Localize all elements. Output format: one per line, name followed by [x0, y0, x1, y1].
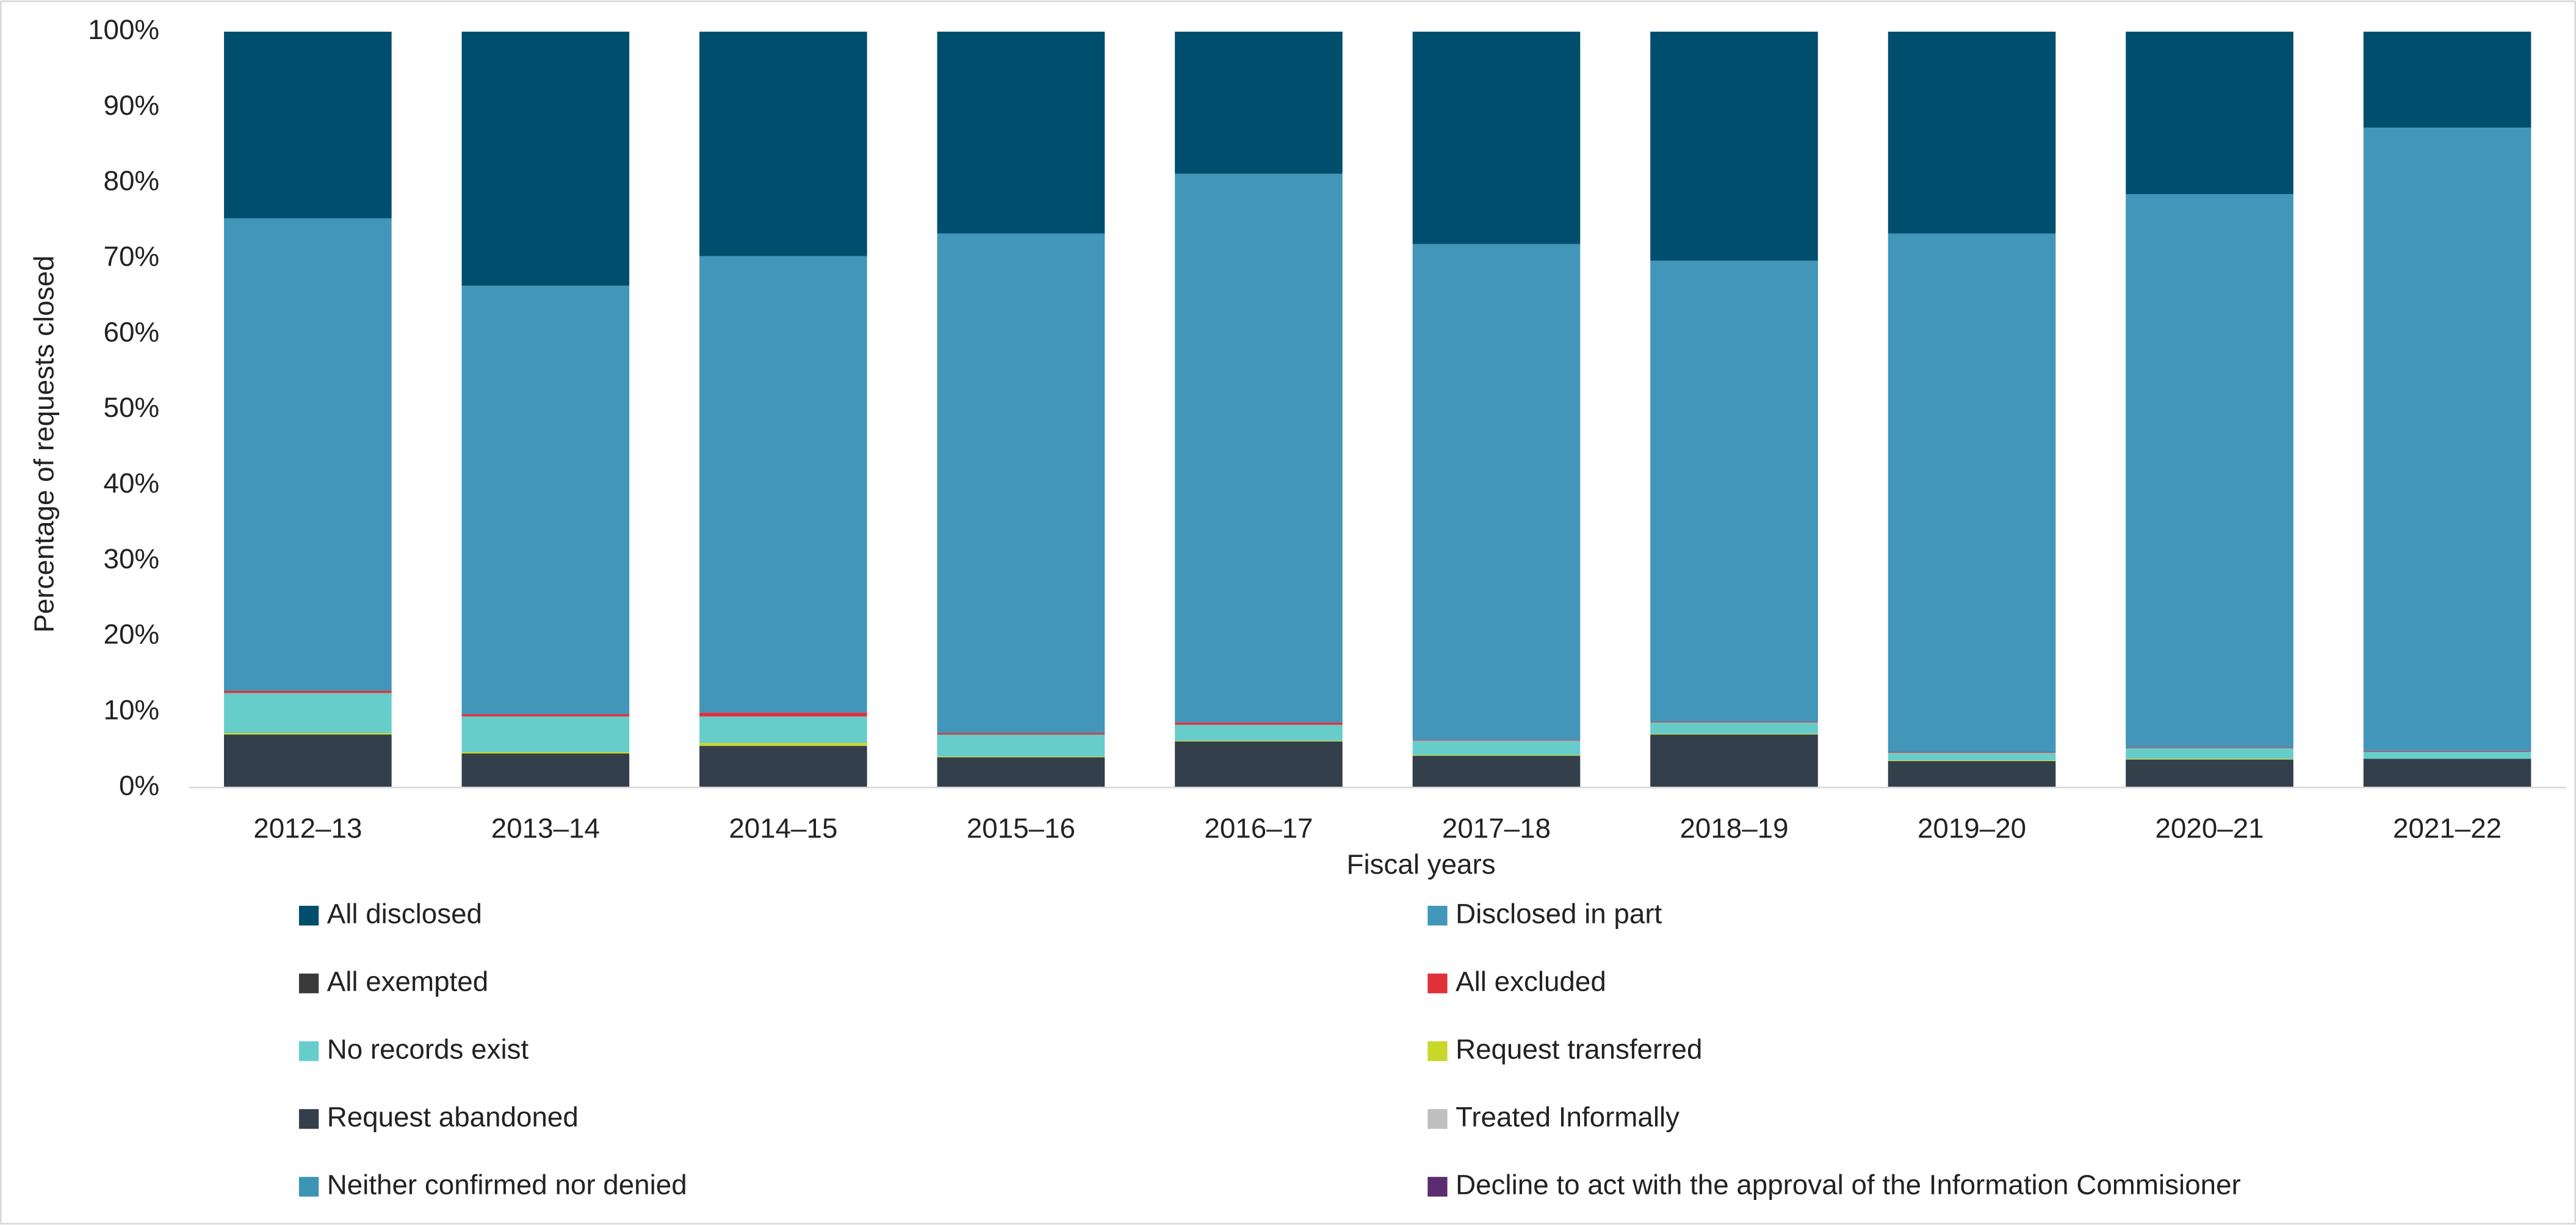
y-axis-title: Percentage of requests closed — [28, 256, 59, 633]
bar-segment — [1888, 761, 2056, 788]
legend-swatch — [298, 906, 319, 926]
legend-swatch — [1427, 906, 1448, 926]
legend-swatch — [1427, 1177, 1448, 1197]
bar-segment — [1175, 741, 1343, 788]
x-axis-title: Fiscal years — [1347, 849, 1496, 880]
bar-segment — [937, 756, 1105, 757]
legend-label: Decline to act with the approval of the … — [1456, 1169, 2241, 1200]
bar-segment — [224, 218, 392, 691]
bar-segment — [2363, 751, 2531, 752]
bar-segment — [699, 746, 867, 788]
bar-segment — [1175, 740, 1343, 742]
y-tick-label: 60% — [104, 316, 160, 347]
bar-segment — [224, 733, 392, 735]
legend-label: Neither confirmed nor denied — [327, 1169, 687, 1200]
bar-segment — [1888, 31, 2056, 234]
bar-segment — [1650, 734, 1818, 788]
legend-label: All excluded — [1456, 966, 1606, 997]
legend-swatch — [298, 1177, 319, 1197]
y-tick-label: 70% — [104, 240, 160, 272]
legend-swatch — [298, 1109, 319, 1129]
legend-label: Request transferred — [1456, 1033, 1702, 1064]
bar-segment — [2126, 194, 2293, 748]
bar-segment — [2126, 748, 2293, 759]
bar-segment — [2363, 31, 2531, 128]
bar-segment — [2126, 759, 2293, 788]
bar-segment — [461, 753, 630, 788]
y-tick-label: 100% — [88, 14, 159, 45]
x-tick-label: 2012–13 — [253, 812, 362, 844]
bar-segment — [1175, 173, 1343, 723]
y-tick-label: 50% — [104, 392, 160, 423]
y-tick-label: 20% — [104, 619, 160, 650]
bar-segment — [1888, 751, 2056, 753]
y-tick-label: 0% — [119, 770, 159, 801]
bar-segment — [699, 716, 867, 743]
bar-segment — [461, 716, 630, 752]
bar-segment — [937, 233, 1105, 734]
legend-label: All exempted — [327, 966, 488, 997]
bar-segment — [224, 734, 392, 788]
x-tick-label: 2019–20 — [1918, 812, 2026, 844]
bar-segment — [461, 714, 630, 717]
y-tick-label: 80% — [104, 165, 160, 197]
bar-segment — [224, 693, 392, 734]
bar-segment — [1650, 721, 1818, 723]
bar-segment — [937, 733, 1105, 735]
bar-segment — [1175, 722, 1343, 725]
legend-swatch — [1427, 1109, 1448, 1129]
bar-segment — [461, 751, 630, 754]
bar-segment — [1412, 756, 1581, 788]
x-tick-label: 2014–15 — [729, 812, 837, 844]
bar-segment — [2363, 128, 2531, 751]
legend-label: Request abandoned — [327, 1101, 579, 1132]
bar-segment — [699, 743, 867, 746]
x-tick-label: 2016–17 — [1204, 812, 1313, 844]
x-tick-label: 2018–19 — [1679, 812, 1788, 844]
bar-segment — [2363, 759, 2531, 788]
legend-swatch — [298, 974, 319, 994]
bar-segment — [224, 690, 392, 693]
y-tick-label: 90% — [104, 90, 160, 121]
bar-segment — [1412, 31, 1581, 244]
bar-segment — [1650, 261, 1818, 722]
y-tick-label: 10% — [104, 694, 160, 725]
bar-segment — [699, 712, 867, 717]
bar-segment — [1175, 725, 1343, 741]
legend-swatch — [1427, 974, 1448, 994]
bar-segment — [2363, 751, 2531, 759]
legend-label: No records exist — [327, 1033, 529, 1064]
bar-segment — [1888, 753, 2056, 761]
bar-segment — [1412, 740, 1581, 755]
bar-segment — [461, 31, 630, 286]
bar-segment — [1412, 754, 1581, 756]
bar-segment — [699, 256, 867, 713]
bar-segment — [937, 757, 1105, 788]
bar-segment — [2126, 31, 2293, 195]
legend-swatch — [1427, 1041, 1448, 1061]
legend-label: Treated Informally — [1456, 1101, 1679, 1132]
x-tick-label: 2015–16 — [967, 812, 1075, 844]
legend-label: All disclosed — [327, 898, 482, 929]
x-tick-label: 2021–22 — [2393, 812, 2502, 844]
bar-segment — [699, 31, 867, 256]
bar-segment — [1650, 31, 1818, 261]
bar-segment — [1650, 722, 1818, 734]
bar-segment — [1888, 233, 2056, 752]
bar-segment — [1175, 31, 1343, 174]
y-tick-label: 30% — [104, 543, 160, 574]
x-tick-label: 2020–21 — [2156, 812, 2264, 844]
legend-swatch — [298, 1041, 319, 1061]
x-tick-label: 2017–18 — [1442, 812, 1551, 844]
x-tick-label: 2013–14 — [491, 812, 600, 844]
bar-segment — [937, 734, 1105, 757]
y-tick-label: 40% — [104, 468, 160, 499]
legend-label: Disclosed in part — [1456, 898, 1662, 929]
bar-segment — [461, 285, 630, 715]
bar-segment — [224, 31, 392, 219]
bar-segment — [937, 31, 1105, 234]
bar-segment — [1412, 244, 1581, 740]
